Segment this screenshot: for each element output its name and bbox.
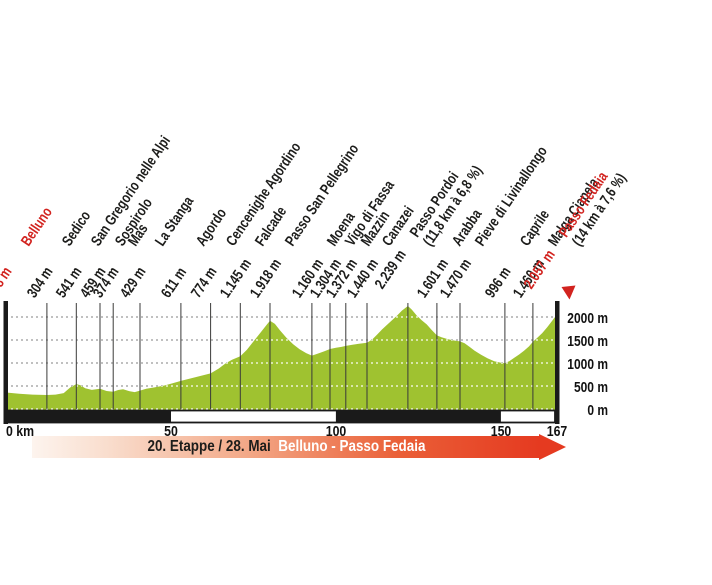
stage-route: Belluno - Passo Fedaia [277, 438, 425, 455]
y-axis-label-2000: 2000 m [567, 310, 608, 327]
banner-arrowhead-icon [539, 434, 566, 460]
y-axis-label-1500: 1500 m [567, 333, 608, 350]
chart-right-border [555, 301, 560, 424]
x-axis-label-0: 0 km [6, 423, 35, 440]
stage-banner: 20. Etappe / 28. Mai Belluno - Passo Fed… [32, 436, 540, 458]
stage-banner-text: 20. Etappe / 28. Mai Belluno - Passo Fed… [147, 438, 425, 456]
km-bar-block [335, 410, 501, 423]
x-axis-label-50: 50 [164, 423, 178, 440]
y-axis-label-0: 0 m [587, 402, 608, 419]
y-axis-label-1000: 1000 m [567, 356, 608, 373]
km-bar-block [6, 410, 171, 423]
elevation-area [6, 306, 557, 410]
x-axis-label-150: 150 [490, 423, 512, 440]
x-axis-label-100: 100 [325, 423, 347, 440]
y-axis-label-500: 500 m [573, 379, 608, 396]
stage-number-date: 20. Etappe / 28. Mai [147, 438, 271, 455]
chart-left-border [3, 301, 8, 424]
finish-arrow-icon [561, 285, 576, 300]
